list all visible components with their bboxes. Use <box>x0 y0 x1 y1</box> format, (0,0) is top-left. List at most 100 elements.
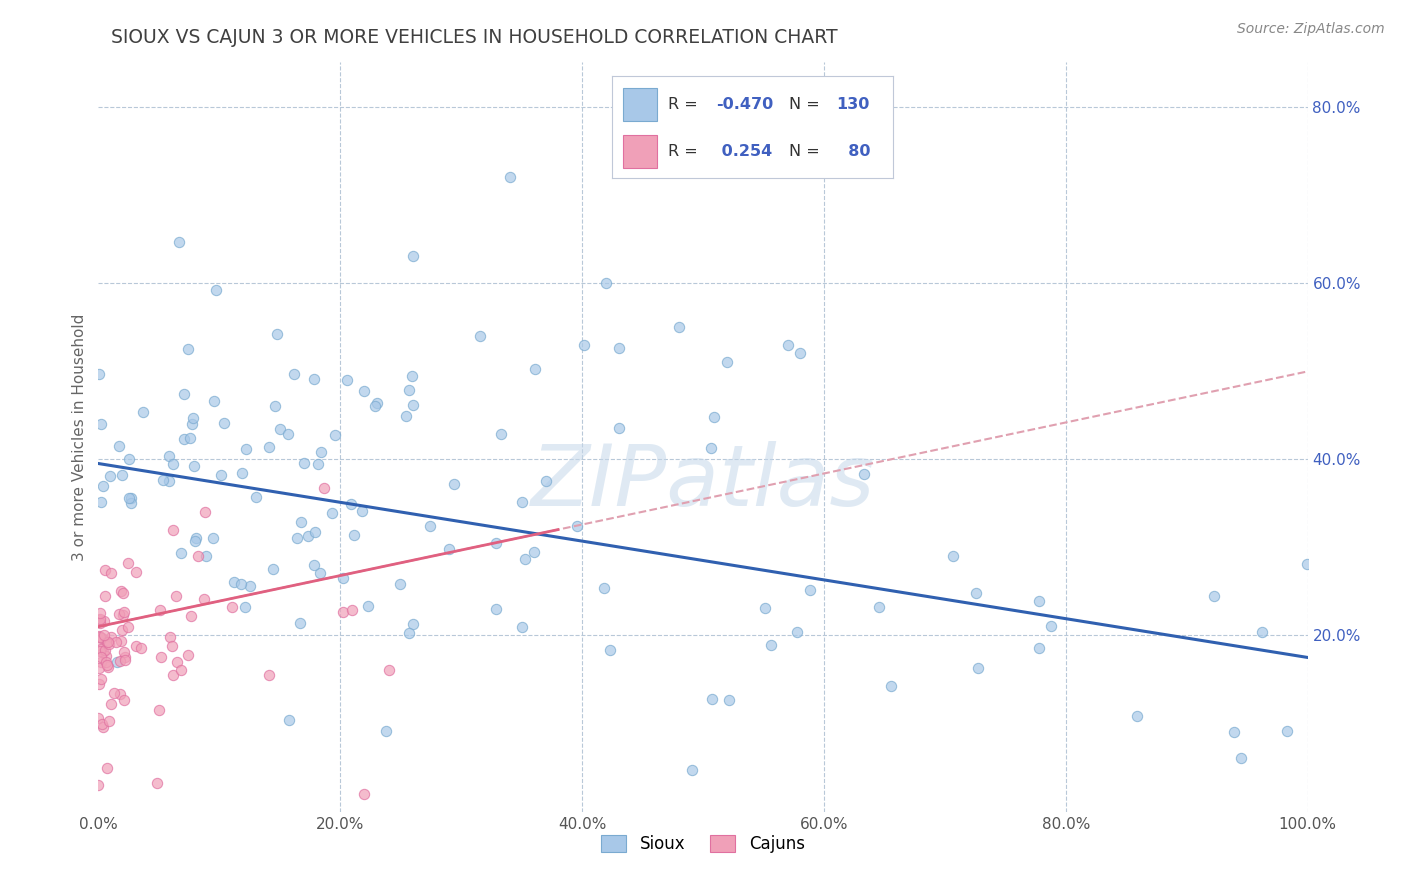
Point <box>89 606 111 620</box>
Point <box>942 549 965 563</box>
Point <box>159 474 181 488</box>
Point <box>103 686 125 700</box>
Point <box>87 367 110 381</box>
Point <box>401 369 423 384</box>
Text: N =: N = <box>789 145 820 160</box>
Point <box>129 640 152 655</box>
Point <box>114 653 136 667</box>
Point <box>90 656 112 670</box>
Point <box>277 426 299 441</box>
Point <box>89 612 111 626</box>
Point <box>149 603 172 617</box>
Point <box>87 638 110 652</box>
Point <box>87 629 110 643</box>
Point <box>224 575 246 590</box>
Point <box>186 531 208 545</box>
Point <box>202 394 225 409</box>
Point <box>112 692 135 706</box>
Point <box>162 458 184 472</box>
Point <box>332 570 354 584</box>
Point <box>340 498 363 512</box>
Point <box>402 249 425 263</box>
Point <box>167 235 190 249</box>
Point <box>297 529 319 543</box>
Point <box>524 361 547 376</box>
Point <box>599 642 621 657</box>
Point <box>485 535 508 549</box>
Point <box>179 431 201 445</box>
Point <box>91 645 114 659</box>
Point <box>132 405 155 419</box>
Point <box>157 449 180 463</box>
Point <box>89 643 111 657</box>
Point <box>1222 725 1244 739</box>
Point <box>776 337 799 351</box>
Point <box>332 605 354 619</box>
Point <box>183 458 205 473</box>
Point <box>181 411 204 425</box>
Point <box>108 653 131 667</box>
Text: SIOUX VS CAJUN 3 OR MORE VEHICLES IN HOUSEHOLD CORRELATION CHART: SIOUX VS CAJUN 3 OR MORE VEHICLES IN HOU… <box>111 28 837 47</box>
Point <box>125 565 148 579</box>
Point <box>221 599 243 614</box>
Point <box>93 720 115 734</box>
Point <box>90 417 112 432</box>
Point <box>87 778 110 792</box>
Point <box>754 601 776 615</box>
Point <box>204 283 226 297</box>
Point <box>342 528 364 542</box>
Point <box>120 491 142 506</box>
Point <box>716 355 738 369</box>
Point <box>1275 723 1298 738</box>
Point <box>799 582 821 597</box>
Point <box>418 518 440 533</box>
Point <box>439 541 461 556</box>
Point <box>312 481 335 495</box>
Text: 0.254: 0.254 <box>716 145 772 160</box>
Point <box>111 623 134 637</box>
Point <box>283 367 305 381</box>
Point <box>146 776 169 790</box>
Point <box>786 625 808 640</box>
Point <box>89 630 111 644</box>
Point <box>100 630 122 644</box>
Point <box>357 599 380 613</box>
Point <box>523 545 546 559</box>
Point <box>87 711 110 725</box>
Text: R =: R = <box>668 97 697 112</box>
Point <box>470 329 492 343</box>
Point <box>173 432 195 446</box>
Point <box>112 606 135 620</box>
Point <box>98 469 121 483</box>
Point <box>966 661 988 675</box>
Point <box>489 426 512 441</box>
Point <box>374 723 396 738</box>
Point <box>108 607 131 622</box>
Point <box>609 341 631 355</box>
Point <box>307 457 329 471</box>
Point <box>572 338 595 352</box>
Point <box>402 616 425 631</box>
Point <box>340 603 363 617</box>
Point <box>257 668 280 682</box>
Point <box>152 473 174 487</box>
Point <box>90 494 112 508</box>
Point <box>1296 557 1319 571</box>
Point <box>229 577 252 591</box>
Text: 130: 130 <box>837 97 870 112</box>
Point <box>94 563 117 577</box>
Point <box>292 456 315 470</box>
Point <box>177 343 200 357</box>
Point <box>363 399 385 413</box>
Point <box>262 562 284 576</box>
Point <box>180 417 202 431</box>
Point <box>97 634 120 648</box>
Point <box>195 549 218 564</box>
Point <box>105 634 128 648</box>
Point <box>789 346 811 360</box>
Point <box>165 589 187 603</box>
Point <box>194 505 217 519</box>
Point <box>703 409 725 424</box>
Point <box>290 616 312 631</box>
Point <box>94 642 117 657</box>
